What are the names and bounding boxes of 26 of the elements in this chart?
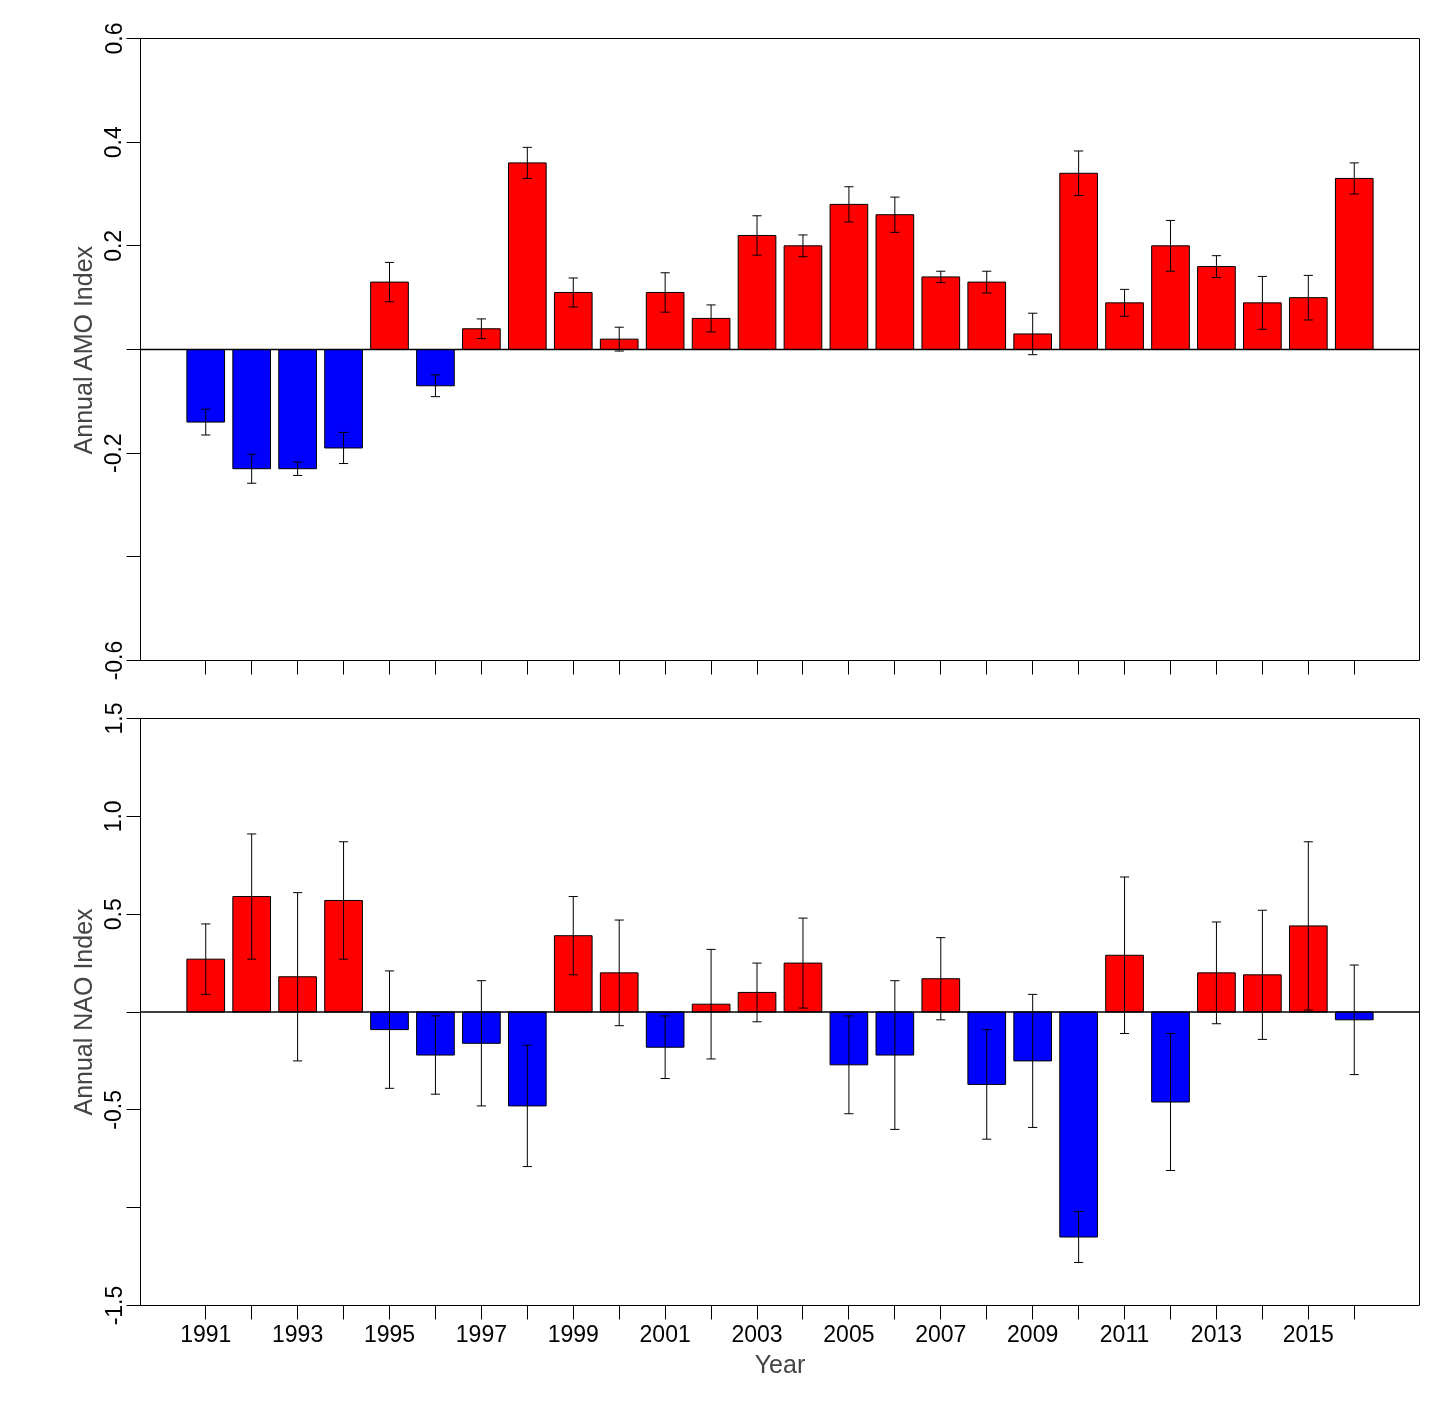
x-tick-label: 2015 — [1282, 1320, 1334, 1347]
x-tick-label: 1999 — [547, 1320, 599, 1347]
y-tick-label: -0.2 — [100, 433, 127, 473]
x-tick-label: 1995 — [363, 1320, 416, 1347]
x-tick-label: 2005 — [823, 1320, 875, 1347]
x-tick-label: 1997 — [455, 1320, 507, 1347]
x-tick-label: 2011 — [1099, 1320, 1150, 1347]
x-tick-label: 1991 — [180, 1320, 232, 1347]
x-tick-label: 2003 — [731, 1320, 783, 1347]
x-tick-label: 2007 — [915, 1320, 967, 1347]
y-axis-title: Annual NAO Index — [68, 907, 97, 1116]
y-axis-title: Annual AMO Index — [68, 245, 97, 455]
y-tick-label: 1.5 — [100, 702, 127, 735]
x-tick-label: 2001 — [639, 1320, 691, 1347]
y-tick-label: 1.0 — [100, 800, 127, 833]
x-tick-label: 1993 — [272, 1320, 324, 1347]
y-tick-label: 0.6 — [100, 22, 127, 55]
y-tick-label: 0.5 — [100, 898, 127, 931]
x-axis-title: Year — [754, 1349, 806, 1378]
y-tick-label: -0.5 — [100, 1090, 127, 1130]
y-tick-label: 0.4 — [100, 125, 127, 159]
y-tick-label: -1.5 — [100, 1285, 127, 1326]
y-tick-label: 0.2 — [100, 229, 127, 262]
x-tick-label: 2009 — [1007, 1320, 1059, 1347]
x-tick-label: 2013 — [1190, 1320, 1243, 1347]
y-tick-label: -0.6 — [100, 640, 127, 681]
